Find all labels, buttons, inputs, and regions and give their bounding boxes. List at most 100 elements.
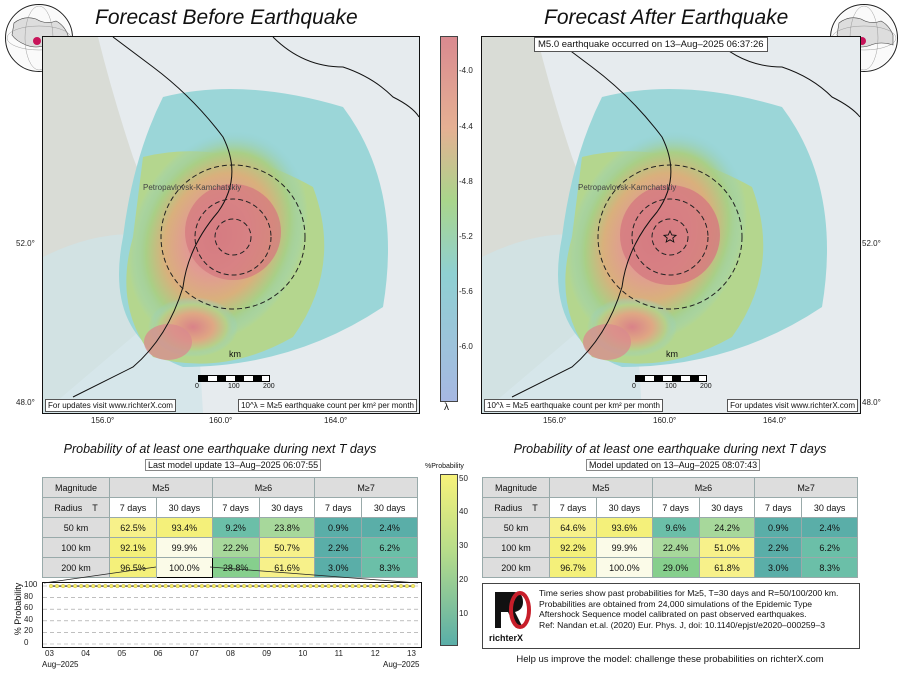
left-footer-lambda: 10^λ = M≥5 earthquake count per km² per …	[238, 399, 417, 412]
timeseries-point	[356, 584, 361, 589]
table-cell: 92.1%	[108, 537, 158, 558]
richterx-logo[interactable]	[493, 588, 533, 632]
hdr-30days: 30 days	[596, 497, 653, 518]
table-cell: 2.2%	[754, 537, 803, 558]
timeseries-point	[187, 584, 192, 589]
timeseries-point	[374, 584, 379, 589]
hdr-30days: 30 days	[361, 497, 418, 518]
right-table-title: Probability of at least one earthquake d…	[513, 442, 827, 456]
hdr-m6: M≥6	[651, 477, 756, 498]
timeseries-point	[157, 584, 162, 589]
timeseries-xtick: 10	[298, 649, 308, 658]
left-lon-tick-160: 160.0°	[209, 416, 233, 425]
lambda-tick-0: -4.0	[459, 66, 473, 75]
table-cell: 61.8%	[698, 557, 756, 578]
right-lon-tick-156: 156.0°	[543, 416, 567, 425]
left-scale-tick-0: 0	[195, 383, 199, 390]
timeseries-point	[344, 584, 349, 589]
info-text: Time series show past probabilities for …	[539, 588, 857, 630]
timeseries-point	[236, 584, 241, 589]
left-city-label: Petropavlovsk-Kamchatskiy	[143, 183, 242, 192]
timeseries-x-end: Aug–2025	[383, 660, 420, 669]
hdr-radius-t: Radius T	[482, 497, 550, 518]
right-scale-tick-0: 0	[632, 383, 636, 390]
timeseries-xtick: 11	[334, 649, 343, 658]
timeseries-point	[320, 584, 325, 589]
left-map-title: Forecast Before Earthquake	[95, 6, 358, 29]
info-line: Aftershock Sequence model calibrated on …	[539, 609, 807, 619]
timeseries-point	[73, 584, 78, 589]
timeseries-point	[217, 584, 222, 589]
timeseries-grid	[43, 585, 421, 645]
table-cell: 99.9%	[596, 537, 653, 558]
table-cell: 2.4%	[801, 517, 858, 538]
table-cell: 93.6%	[596, 517, 653, 538]
table-cell: 9.6%	[651, 517, 700, 538]
table-cell: 29.0%	[651, 557, 700, 578]
left-lat-tick-52: 52.0°	[16, 239, 35, 248]
left-lon-tick-156: 156.0°	[91, 416, 115, 425]
timeseries-point	[308, 584, 313, 589]
timeseries-ytick: 80	[24, 591, 33, 601]
right-lat-tick-52: 52.0°	[862, 239, 881, 248]
table-cell: 23.8%	[258, 517, 316, 538]
table-cell: 93.4%	[156, 517, 213, 538]
timeseries-point	[338, 584, 343, 589]
right-forecast-map[interactable]: M5.0 earthquake occurred on 13–Aug–2025 …	[481, 36, 861, 414]
timeseries-xtick: 09	[262, 649, 272, 658]
timeseries-point	[404, 584, 409, 589]
timeseries-ylabel: % Probability	[13, 582, 23, 636]
right-lon-tick-160: 160.0°	[653, 416, 677, 425]
timeseries-point	[254, 584, 259, 589]
info-line: Time series show past probabilities for …	[539, 588, 839, 598]
hdr-30days: 30 days	[698, 497, 756, 518]
left-scale-tick-100: 100	[228, 383, 240, 390]
timeseries-point	[145, 584, 150, 589]
hdr-magnitude: Magnitude	[482, 477, 550, 498]
hdr-7days: 7 days	[211, 497, 260, 518]
timeseries-point	[109, 584, 114, 589]
radius-200km: 200 km	[42, 557, 110, 578]
table-cell: 100.0%	[596, 557, 653, 578]
hdr-7days: 7 days	[754, 497, 803, 518]
prob-tick-1: 40	[459, 507, 468, 516]
hdr-30days: 30 days	[801, 497, 858, 518]
timeseries-xtick: 13	[407, 649, 416, 658]
timeseries-point	[48, 584, 53, 589]
right-scale-bar	[635, 375, 707, 382]
hdr-m5: M≥5	[549, 477, 653, 498]
timeseries-point	[199, 584, 204, 589]
timeseries-point	[91, 584, 96, 589]
left-footer-url: For updates visit www.richterX.com	[45, 399, 176, 412]
timeseries-xtick: 04	[81, 649, 91, 658]
radius-200km: 200 km	[482, 557, 550, 578]
timeseries-plot	[42, 582, 422, 648]
timeseries-point	[278, 584, 283, 589]
prob-tick-0: 50	[459, 474, 468, 483]
timeseries-point	[272, 584, 277, 589]
timeseries-point	[61, 584, 66, 589]
right-update-time: Model updated on 13–Aug–2025 08:07:43	[586, 459, 761, 471]
epicenter-star-icon	[662, 229, 678, 243]
right-map-title: Forecast After Earthquake	[544, 6, 789, 29]
radius-50km: 50 km	[42, 517, 110, 538]
lambda-label: λ	[444, 402, 449, 413]
left-forecast-map[interactable]: Petropavlovsk-Kamchatskiy km 0 100 200 F…	[42, 36, 420, 414]
challenge-link[interactable]: Help us improve the model: challenge the…	[516, 654, 824, 665]
timeseries-point	[260, 584, 265, 589]
timeseries-point	[169, 584, 174, 589]
right-lon-tick-164: 164.0°	[763, 416, 787, 425]
timeseries-point	[380, 584, 385, 589]
table-cell: 6.2%	[361, 537, 418, 558]
timeseries-point	[205, 584, 210, 589]
info-box: richterX Time series show past probabili…	[482, 583, 860, 649]
prob-tick-4: 10	[459, 609, 468, 618]
left-lat-tick-48: 48.0°	[16, 398, 35, 407]
timeseries-point	[133, 584, 138, 589]
lambda-tick-1: -4.4	[459, 122, 473, 131]
radius-100km: 100 km	[482, 537, 550, 558]
left-probability-table: Magnitude M≥5 M≥6 M≥7 Radius T 7 days 30…	[42, 477, 418, 578]
hdr-radius-t: Radius T	[42, 497, 110, 518]
timeseries-point	[242, 584, 247, 589]
lambda-tick-4: -5.6	[459, 287, 473, 296]
